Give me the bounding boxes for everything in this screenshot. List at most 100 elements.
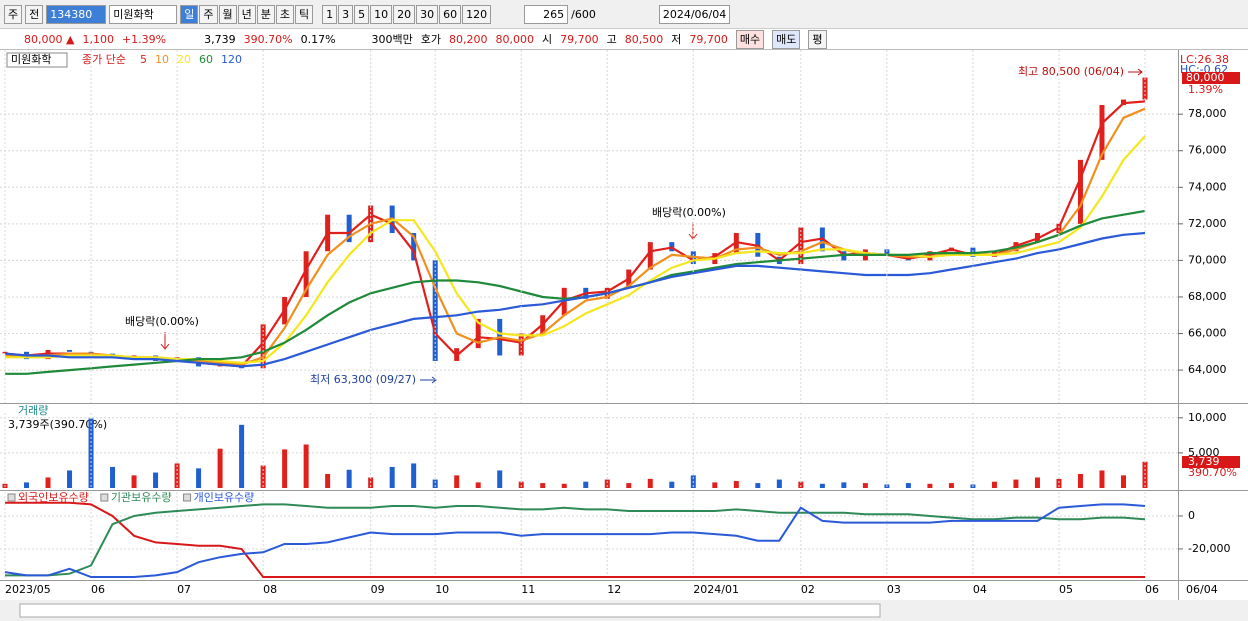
intervals: 1 3 5 10 20 30 60 120 [322,4,492,24]
buy[interactable]: 매수 [735,29,765,49]
y-tick-label: 64,000 [1188,363,1227,376]
volume-bar [239,424,245,488]
volume-bar [819,483,825,488]
volume-bar [260,465,266,488]
date[interactable]: 2024/06/04 [658,4,731,24]
volume-bar [798,481,804,488]
low: 79,700 [689,32,728,46]
series-line [5,501,1145,578]
y-tick-label: -20,000 [1188,542,1230,555]
interval-button[interactable]: 60 [439,4,462,24]
series-line [4,231,1146,368]
candle [1077,159,1083,224]
arrow [160,332,170,350]
interval-button[interactable]: 3 [338,4,354,24]
volume-bar [454,475,460,488]
period-button[interactable]: 분 [256,4,275,24]
legend-icon [100,493,109,502]
legend-entry: 개인보유수량 [194,491,255,504]
rate-tag: 1.39% [1188,83,1223,96]
volume-bar [153,472,159,488]
volume-bar [1099,470,1105,488]
volume-bar [626,483,632,488]
x-tick-label: 10 [435,583,449,596]
volume-bar [948,483,954,488]
open-label: 시 [542,33,553,46]
code[interactable]: 134380 [46,4,107,24]
prev[interactable]: 전 [25,4,44,24]
x-tick-label: 05 [1059,583,1073,596]
volume-bar [712,482,718,488]
volume-bar [540,483,546,488]
count[interactable]: 265 [524,4,569,24]
lc: LC:26.38 [1180,53,1229,66]
volume-tag-bg [1182,456,1240,468]
volume-bar [67,470,73,488]
volume-bar [733,480,739,488]
ask-label: 호가 [420,33,442,46]
x-tick-label: 04 [973,583,987,596]
change: 1,100 [82,32,114,46]
interval-button[interactable]: 120 [462,4,492,24]
legend-entry: 기관보유수량 [111,491,172,504]
y-tick-label: 68,000 [1188,290,1227,303]
volume-bar [45,477,51,488]
period-button[interactable]: 초 [275,4,294,24]
volume: 3,739 [204,32,236,46]
x-tick-label: 02 [801,583,815,596]
arrow [1128,68,1143,76]
bid: 80,000 [495,32,535,46]
period-button[interactable]: 주 [199,4,218,24]
volume-bar [755,483,761,488]
y-tick-label: 5,000 [1188,446,1220,459]
turnover: 0.17% [300,32,336,46]
volume-bar [862,483,868,488]
ask: 80,200 [449,32,488,46]
candle [475,318,481,349]
volume-bar [24,482,30,488]
high: 80,500 [624,32,664,46]
volume-bar [325,473,331,488]
interval-button[interactable]: 20 [393,4,416,24]
volume-bar [174,463,180,488]
legend-icon [7,493,16,502]
candle [1142,77,1148,100]
x-tick-label: 11 [521,583,535,596]
volume-bar [411,463,417,488]
x-tick-label: 06 [1145,583,1159,596]
legend-icon [183,493,192,502]
interval-button[interactable]: 5 [354,4,370,24]
market[interactable]: 주 [4,4,23,24]
interval-button[interactable]: 1 [322,4,338,24]
volume-bar [604,479,610,488]
price-tag-bg [1182,72,1240,84]
period-button[interactable]: 월 [218,4,237,24]
period-button[interactable]: 일 [180,4,199,24]
volume-ratio: 390.70% [243,32,293,46]
interval-button[interactable]: 10 [370,4,393,24]
rate: +1.39% [121,32,167,46]
volume-bar [583,481,589,488]
volume-bar [131,475,137,488]
y-tick-label: 72,000 [1188,217,1227,230]
series-line [5,209,1146,375]
x-tick-label: 09 [371,583,385,596]
sell[interactable]: 매도 [772,29,801,49]
legend-title: 종가 단순 [82,53,126,66]
stock-name[interactable]: 미원화학 [109,4,178,24]
period-button[interactable]: 년 [237,4,256,24]
candle [411,232,417,261]
eval[interactable]: 평 [808,29,827,49]
y-tick-label: 70,000 [1188,253,1227,266]
legend-entry: 20 [177,53,191,66]
period-button[interactable]: 틱 [295,4,314,24]
volume-tag: 3,739 [1188,455,1220,468]
volume-bar [432,479,438,488]
volume-bar [1077,473,1083,488]
interval-button[interactable]: 30 [416,4,439,24]
candle [67,349,73,352]
chart-area: 미원화학 종가 단순 LC:26.38 HC:-0.62 80,000 1.39… [0,50,1248,621]
x-tick-label: 2023/05 [5,583,51,596]
